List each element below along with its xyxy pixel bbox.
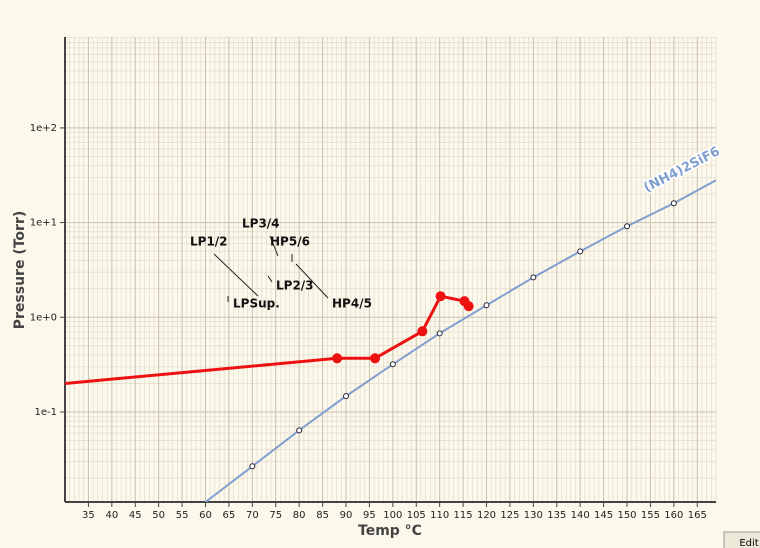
annotation-leader (295, 263, 329, 299)
x-tick-label: 75 (269, 510, 282, 521)
x-tick-label: 95 (363, 510, 376, 521)
x-tick-label: 110 (430, 510, 449, 521)
y-tick-label: 1e+1 (30, 218, 57, 229)
x-tick-label: 55 (176, 510, 189, 521)
annotation-leader (269, 235, 279, 257)
x-tick-label: 150 (617, 510, 636, 521)
annotation: LPSup. (233, 297, 280, 311)
edit-button[interactable] (723, 531, 760, 548)
x-tick-label: 155 (641, 510, 660, 521)
point (370, 353, 381, 364)
annotation: HP5/6 (270, 235, 310, 249)
x-tick-label: 125 (500, 510, 519, 521)
point (624, 223, 631, 230)
series-line (204, 179, 716, 502)
x-tick-label: 105 (407, 510, 426, 521)
point (483, 302, 490, 309)
point (417, 326, 428, 337)
x-tick-label: 85 (316, 510, 329, 521)
point (296, 427, 303, 434)
x-tick-label: 80 (293, 510, 306, 521)
x-tick-label: 40 (105, 510, 118, 521)
x-tick-label: 100 (383, 510, 402, 521)
x-tick-label: 140 (571, 510, 590, 521)
y-tick-label: 1e+2 (30, 123, 57, 134)
x-tick-label: 90 (340, 510, 353, 521)
x-tick-label: 165 (688, 510, 707, 521)
x-tick-label: 135 (547, 510, 566, 521)
point (332, 353, 343, 364)
x-tick-label: 35 (82, 510, 95, 521)
point (249, 463, 256, 470)
y-axis-label: Pressure (Torr) (12, 211, 28, 329)
x-axis-label: Temp °C (358, 523, 422, 539)
annotation: LP1/2 (190, 235, 228, 249)
x-tick-label: 60 (199, 510, 212, 521)
point (463, 301, 474, 312)
point (670, 200, 677, 207)
point (577, 248, 584, 255)
point (436, 330, 443, 337)
point (435, 291, 446, 302)
grid (64, 37, 717, 502)
x-tick-label: 145 (594, 510, 613, 521)
point (343, 393, 350, 400)
point (530, 274, 537, 281)
point (389, 361, 396, 368)
annotation-leader (213, 253, 259, 297)
x-tick-label: 130 (524, 510, 543, 521)
annotation: HP4/5 (332, 297, 372, 311)
x-tick-label: 45 (129, 510, 142, 521)
x-tick-label: 65 (223, 510, 236, 521)
x-tick-label: 50 (152, 510, 165, 521)
annotation-leader (267, 275, 273, 283)
annotation: LP3/4 (242, 217, 280, 231)
x-tick-label: 115 (454, 510, 473, 521)
annotation: LP2/3 (276, 279, 314, 293)
x-tick-label: 120 (477, 510, 496, 521)
x-tick-label: 160 (664, 510, 683, 521)
edit-button-label[interactable]: Edit (739, 538, 758, 548)
x-tick-label: 70 (246, 510, 259, 521)
y-tick-label: 1e-1 (35, 407, 58, 418)
y-tick-label: 1e+0 (30, 312, 57, 323)
